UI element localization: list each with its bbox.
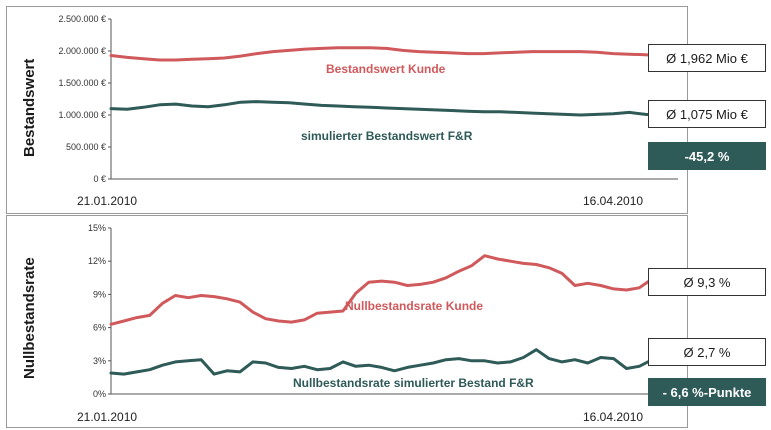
y-tick-label: 2.000.000 € xyxy=(58,46,106,56)
bestandswert-reduction-box: -45,2 % xyxy=(648,142,766,170)
top-x-end-label: 16.04.2010 xyxy=(583,194,644,208)
nullbestandsrate-chart: 0% 3% 6% 9% 12% 15% xyxy=(88,223,680,399)
top-y-axis-label: Bestandswert xyxy=(21,58,38,157)
top-chart-panel: 0 € 500.000 € 1.000.000 € 1.500.000 € 2.000.… xyxy=(6,6,688,214)
y-tick-label: 0% xyxy=(93,389,106,399)
top-x-start-label: 21.01.2010 xyxy=(77,194,138,208)
avg-nullbestandsrate-kunde-box: Ø 9,3 % xyxy=(648,268,766,296)
series-label-nullbestandsrate-simuliert: Nullbestandsrate simulierter Bestand F&R xyxy=(293,376,534,390)
avg-bestandswert-simuliert-box: Ø 1,075 Mio € xyxy=(648,100,766,128)
bottom-chart-panel: 0% 3% 6% 9% 12% 15% Nullbestandsrate 21.01.20… xyxy=(6,215,688,428)
y-tick-label: 1.000.000 € xyxy=(58,110,106,120)
y-tick-label: 15% xyxy=(88,223,106,233)
y-tick-label: 1.500.000 € xyxy=(58,78,106,88)
y-tick-label: 6% xyxy=(93,323,106,333)
y-tick-label: 500.000 € xyxy=(66,142,106,152)
y-tick-label: 0 € xyxy=(93,174,106,184)
series-line-1 xyxy=(109,100,680,119)
y-tick-label: 12% xyxy=(88,256,106,266)
nullbestandsrate-diff-box: - 6,6 %-Punkte xyxy=(648,378,766,406)
y-tick-label: 3% xyxy=(93,356,106,366)
series-label-simulierter-bestandswert: simulierter Bestandswert F&R xyxy=(301,129,473,143)
series-line-1 xyxy=(109,348,680,376)
y-tick-label: 2.500.000 € xyxy=(58,14,106,24)
bottom-x-start-label: 21.01.2010 xyxy=(77,410,138,424)
bottom-x-end-label: 16.04.2010 xyxy=(583,410,644,424)
y-tick-label: 9% xyxy=(93,289,106,299)
bestandswert-chart: 0 € 500.000 € 1.000.000 € 1.500.000 € 2.000.… xyxy=(58,14,680,184)
series-line-0 xyxy=(109,46,680,62)
avg-bestandswert-kunde-box: Ø 1,962 Mio € xyxy=(648,44,766,72)
series-label-bestandswert-kunde: Bestandswert Kunde xyxy=(326,62,446,76)
avg-nullbestandsrate-simuliert-box: Ø 2,7 % xyxy=(648,338,766,366)
series-line-0 xyxy=(109,254,680,326)
series-label-nullbestandsrate-kunde: Nullbestandsrate Kunde xyxy=(345,299,484,313)
bottom-y-axis-label: Nullbestandsrate xyxy=(21,257,38,379)
